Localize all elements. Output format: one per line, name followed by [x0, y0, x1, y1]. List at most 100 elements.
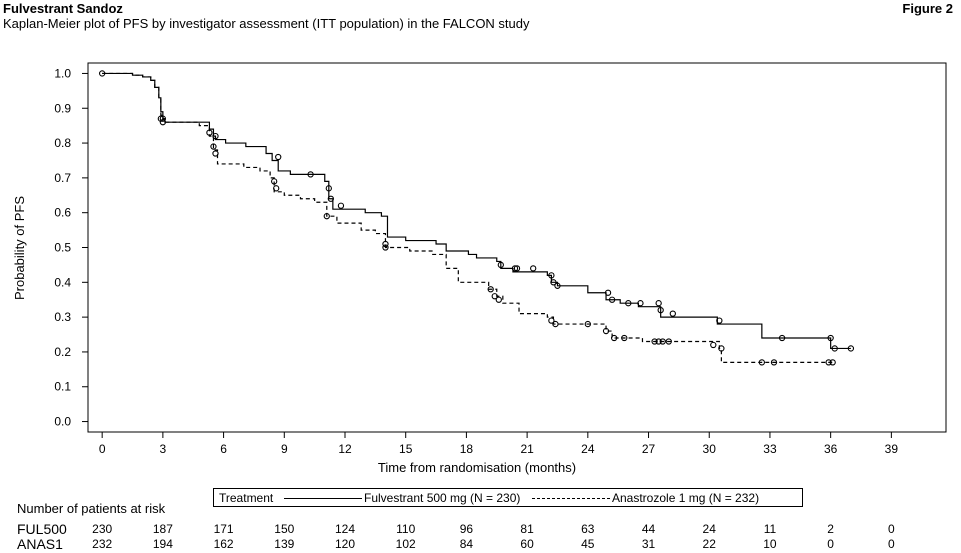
risk-cell: 31 [641, 537, 656, 551]
censor-mark [651, 338, 658, 345]
y-axis: 0.0 0.1 0.2 0.3 0.4 0.5 0.6 0.7 0.8 0.9 1.0 [54, 66, 88, 429]
censor-mark [665, 338, 672, 345]
risk-cell: 81 [520, 522, 534, 536]
risk-cell: 230 [92, 522, 113, 536]
censor-mark [487, 286, 494, 293]
censor-mark [657, 307, 664, 314]
censor-mark [275, 153, 282, 161]
risk-cell: 232 [92, 537, 113, 551]
risk-cell: 194 [152, 537, 173, 551]
risk-cell: 63 [581, 522, 595, 536]
censor-mark [271, 178, 278, 185]
legend-heading: Treatment [219, 491, 274, 505]
risk-cell: 22 [702, 537, 716, 551]
x-tick-label: 9 [281, 442, 288, 456]
legend: Treatment Fulvestrant 500 mg (N = 230) A… [213, 488, 803, 507]
series-layer [99, 70, 855, 366]
x-tick-label: 36 [824, 442, 838, 456]
risk-cell: 45 [581, 537, 595, 551]
risk-cell: 124 [334, 522, 355, 536]
censor-mark [831, 345, 838, 352]
censor-mark [778, 334, 786, 342]
risk-cell: 11 [763, 522, 777, 536]
risk-cell: 96 [459, 522, 474, 536]
x-tick-label: 0 [99, 442, 106, 456]
risk-row-label: FUL500 [17, 521, 67, 537]
figure-label: Figure 2 [902, 1, 953, 16]
x-tick-label: 24 [581, 442, 595, 456]
y-axis-label: Probability of PFS [12, 196, 27, 300]
censor-mark [323, 213, 330, 220]
series-line-fulvestrant [102, 72, 851, 350]
x-tick-label: 15 [399, 442, 413, 456]
censor-mark [637, 300, 644, 307]
y-tick-label: 0.6 [54, 206, 71, 220]
censor-mark [655, 300, 662, 307]
censor-mark [530, 265, 537, 272]
legend-item-anastrozole: Anastrozole 1 mg (N = 232) [612, 491, 760, 505]
legend-dashed-line-swatch [532, 498, 610, 499]
censor-mark [659, 338, 666, 345]
censor-mark [827, 334, 834, 342]
censor-mark [625, 300, 632, 307]
censor-mark [513, 265, 521, 272]
y-tick-label: 0.3 [54, 310, 71, 324]
x-axis-label: Time from randomisation (months) [378, 460, 576, 475]
figure-caption: Kaplan-Meier plot of PFS by investigator… [3, 16, 530, 31]
censor-mark [495, 296, 502, 303]
censor-mark [212, 150, 219, 157]
censor-mark [382, 244, 389, 251]
censor-mark [770, 359, 778, 366]
risk-cell: 10 [763, 537, 777, 551]
y-tick-label: 1.0 [54, 66, 71, 80]
censor-mark [325, 185, 332, 192]
censor-mark [669, 310, 676, 317]
y-tick-label: 0.7 [54, 171, 71, 185]
x-tick-label: 30 [703, 442, 717, 456]
x-tick-label: 3 [160, 442, 167, 456]
plot-frame [87, 62, 947, 433]
x-axis: 0 3 6 9 12 15 18 21 24 27 30 33 36 39 [99, 432, 899, 456]
risk-cell: 60 [520, 537, 534, 551]
risk-cell: 162 [213, 537, 234, 551]
censor-mark [608, 296, 616, 303]
x-tick-label: 39 [885, 442, 899, 456]
risk-cell: 102 [395, 537, 416, 551]
censor-mark [847, 345, 855, 352]
censor-mark [382, 240, 389, 248]
y-tick-label: 0.2 [54, 345, 71, 359]
censor-mark [491, 293, 498, 300]
y-tick-label: 0.5 [54, 241, 71, 255]
censor-mark [716, 317, 723, 324]
risk-cell: 150 [274, 522, 295, 536]
risk-cell: 0 [827, 537, 834, 551]
censor-mark [548, 272, 555, 279]
censor-mark [327, 195, 334, 202]
risk-table-title: Number of patients at risk [17, 501, 166, 516]
censor-mark [829, 359, 836, 366]
censor-mark [550, 279, 557, 286]
risk-cell: 187 [152, 522, 173, 536]
censor-mark [552, 320, 559, 328]
risk-cell: 120 [334, 537, 355, 551]
censor-mark [554, 282, 561, 289]
y-tick-label: 0.4 [54, 275, 71, 289]
censor-mark [159, 115, 167, 122]
censor-mark [307, 171, 314, 178]
censor-mark [337, 202, 345, 209]
censor-mark [621, 334, 628, 342]
risk-cell: 139 [274, 537, 295, 551]
censor-mark [602, 327, 610, 335]
censor-mark [511, 265, 519, 272]
y-tick-label: 0.1 [54, 380, 71, 394]
censor-mark [655, 338, 662, 345]
censor-mark [604, 289, 612, 296]
legend-solid-line-swatch [284, 498, 362, 499]
risk-cell: 24 [702, 522, 716, 536]
censor-mark [710, 341, 717, 349]
risk-cell: 110 [396, 522, 416, 536]
risk-row-label: ANAS1 [17, 536, 63, 552]
x-tick-label: 18 [460, 442, 474, 456]
risk-cell: 84 [459, 537, 474, 551]
